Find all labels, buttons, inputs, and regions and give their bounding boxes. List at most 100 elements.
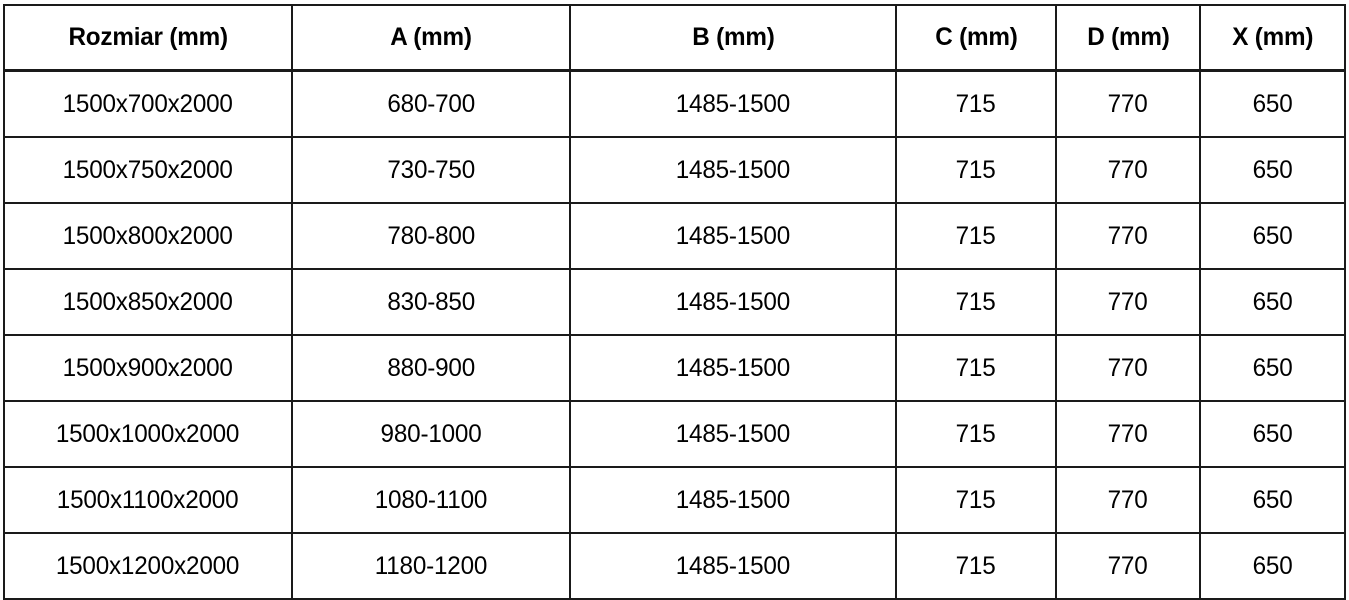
cell-rozmiar: 1500x750x2000 [3, 136, 293, 204]
cell-x-value: 650 [1252, 419, 1293, 448]
table-row: 1500x900x2000 880-900 1485-1500 715 770 … [3, 334, 1346, 402]
column-header-c-label: C (mm) [934, 23, 1018, 51]
cell-d: 770 [1055, 268, 1201, 336]
cell-c: 715 [895, 466, 1057, 534]
cell-rozmiar-value: 1500x900x2000 [62, 353, 234, 382]
cell-rozmiar-value: 1500x700x2000 [62, 89, 234, 118]
column-header-c: C (mm) [895, 4, 1057, 72]
cell-b-value: 1485-1500 [675, 485, 791, 514]
cell-d-value: 770 [1108, 485, 1148, 514]
dimensions-table: Rozmiar (mm) A (mm) B (mm) C (mm) D (mm)… [3, 4, 1346, 600]
cell-a: 680-700 [291, 69, 571, 138]
cell-c-value: 715 [956, 287, 996, 316]
cell-rozmiar-value: 1500x750x2000 [62, 155, 234, 184]
cell-a-value: 780-800 [387, 221, 475, 250]
cell-c-value: 715 [956, 551, 996, 580]
cell-d: 770 [1055, 334, 1201, 402]
cell-b-value: 1485-1500 [675, 353, 791, 382]
cell-rozmiar-value: 1500x800x2000 [62, 221, 234, 250]
table-row: 1500x1000x2000 980-1000 1485-1500 715 77… [3, 400, 1346, 468]
column-header-a: A (mm) [291, 4, 571, 72]
table-header-row: Rozmiar (mm) A (mm) B (mm) C (mm) D (mm)… [3, 4, 1346, 72]
cell-c-value: 715 [956, 155, 996, 184]
cell-x-value: 650 [1252, 155, 1293, 184]
cell-b-value: 1485-1500 [675, 155, 791, 184]
dimensions-table-container: Rozmiar (mm) A (mm) B (mm) C (mm) D (mm)… [3, 4, 1346, 600]
table-header: Rozmiar (mm) A (mm) B (mm) C (mm) D (mm)… [3, 4, 1346, 72]
cell-rozmiar-value: 1500x1000x2000 [56, 419, 240, 448]
cell-b: 1485-1500 [569, 466, 897, 534]
cell-c-value: 715 [956, 485, 996, 514]
cell-a-value: 1080-1100 [374, 485, 488, 514]
cell-rozmiar-value: 1500x1200x2000 [56, 551, 240, 580]
cell-x-value: 650 [1252, 287, 1293, 316]
cell-d: 770 [1055, 69, 1201, 138]
cell-x: 650 [1199, 334, 1346, 402]
cell-a: 980-1000 [291, 400, 571, 468]
column-header-d: D (mm) [1055, 4, 1201, 72]
cell-x: 650 [1199, 466, 1346, 534]
cell-a: 780-800 [291, 202, 571, 270]
cell-x: 650 [1199, 136, 1346, 204]
cell-rozmiar: 1500x1000x2000 [3, 400, 293, 468]
cell-a: 1180-1200 [291, 532, 571, 600]
cell-c-value: 715 [956, 221, 996, 250]
cell-rozmiar: 1500x850x2000 [3, 268, 293, 336]
cell-c: 715 [895, 532, 1057, 600]
cell-rozmiar: 1500x900x2000 [3, 334, 293, 402]
column-header-d-label: D (mm) [1086, 23, 1170, 51]
cell-d: 770 [1055, 532, 1201, 600]
cell-x: 650 [1199, 268, 1346, 336]
cell-a: 1080-1100 [291, 466, 571, 534]
cell-x: 650 [1199, 69, 1346, 138]
cell-a-value: 880-900 [387, 353, 475, 382]
table-row: 1500x850x2000 830-850 1485-1500 715 770 … [3, 268, 1346, 336]
cell-x-value: 650 [1252, 353, 1293, 382]
table-row: 1500x800x2000 780-800 1485-1500 715 770 … [3, 202, 1346, 270]
cell-d-value: 770 [1108, 551, 1148, 580]
table-row: 1500x1100x2000 1080-1100 1485-1500 715 7… [3, 466, 1346, 534]
cell-b: 1485-1500 [569, 532, 897, 600]
cell-d: 770 [1055, 466, 1201, 534]
cell-b: 1485-1500 [569, 400, 897, 468]
cell-c-value: 715 [956, 89, 996, 118]
cell-rozmiar-value: 1500x850x2000 [62, 287, 234, 316]
cell-d-value: 770 [1108, 287, 1148, 316]
cell-b: 1485-1500 [569, 69, 897, 138]
table-row: 1500x1200x2000 1180-1200 1485-1500 715 7… [3, 532, 1346, 600]
cell-rozmiar-value: 1500x1100x2000 [57, 485, 239, 514]
cell-rozmiar: 1500x800x2000 [3, 202, 293, 270]
cell-x-value: 650 [1252, 221, 1293, 250]
cell-b-value: 1485-1500 [675, 419, 791, 448]
cell-d-value: 770 [1108, 89, 1148, 118]
cell-a-value: 1180-1200 [374, 551, 488, 580]
cell-b-value: 1485-1500 [675, 221, 791, 250]
cell-a: 730-750 [291, 136, 571, 204]
cell-d: 770 [1055, 400, 1201, 468]
cell-b: 1485-1500 [569, 136, 897, 204]
cell-c-value: 715 [956, 353, 996, 382]
cell-c: 715 [895, 136, 1057, 204]
cell-c-value: 715 [956, 419, 996, 448]
cell-b-value: 1485-1500 [675, 551, 791, 580]
cell-a: 830-850 [291, 268, 571, 336]
cell-rozmiar: 1500x1100x2000 [3, 466, 293, 534]
cell-a: 880-900 [291, 334, 571, 402]
cell-a-value: 680-700 [387, 89, 475, 118]
cell-d-value: 770 [1108, 353, 1148, 382]
cell-d-value: 770 [1108, 221, 1148, 250]
cell-c: 715 [895, 202, 1057, 270]
cell-c: 715 [895, 400, 1057, 468]
cell-a-value: 830-850 [387, 287, 475, 316]
column-header-rozmiar: Rozmiar (mm) [3, 4, 293, 72]
cell-x: 650 [1199, 532, 1346, 600]
column-header-rozmiar-label: Rozmiar (mm) [68, 23, 228, 51]
cell-d: 770 [1055, 202, 1201, 270]
cell-d-value: 770 [1108, 419, 1148, 448]
column-header-a-label: A (mm) [390, 23, 472, 51]
column-header-x: X (mm) [1199, 4, 1346, 72]
cell-b-value: 1485-1500 [675, 89, 791, 118]
column-header-b-label: B (mm) [691, 23, 775, 51]
table-body: 1500x700x2000 680-700 1485-1500 715 770 … [3, 69, 1346, 600]
cell-x: 650 [1199, 202, 1346, 270]
